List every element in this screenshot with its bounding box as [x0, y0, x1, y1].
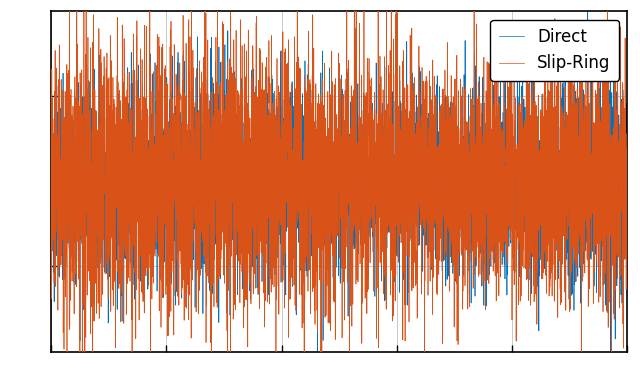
Direct — [393, 225, 401, 230]
Slip-Ring — [152, 112, 159, 116]
Direct — [268, 209, 275, 214]
Direct — [477, 199, 484, 204]
Direct — [521, 163, 529, 167]
Direct — [152, 247, 159, 251]
Line: Direct: Direct — [51, 0, 627, 361]
Direct — [422, 134, 429, 138]
Slip-Ring — [47, 174, 55, 178]
Direct — [47, 179, 55, 184]
Slip-Ring — [521, 118, 529, 122]
Slip-Ring — [268, 240, 275, 244]
Slip-Ring — [422, 139, 430, 144]
Slip-Ring — [623, 269, 631, 274]
Slip-Ring — [393, 163, 401, 167]
Slip-Ring — [477, 162, 485, 167]
Direct — [607, 359, 614, 363]
Direct — [623, 194, 631, 198]
Legend: Direct, Slip-Ring: Direct, Slip-Ring — [490, 20, 619, 81]
Line: Slip-Ring: Slip-Ring — [51, 0, 627, 378]
